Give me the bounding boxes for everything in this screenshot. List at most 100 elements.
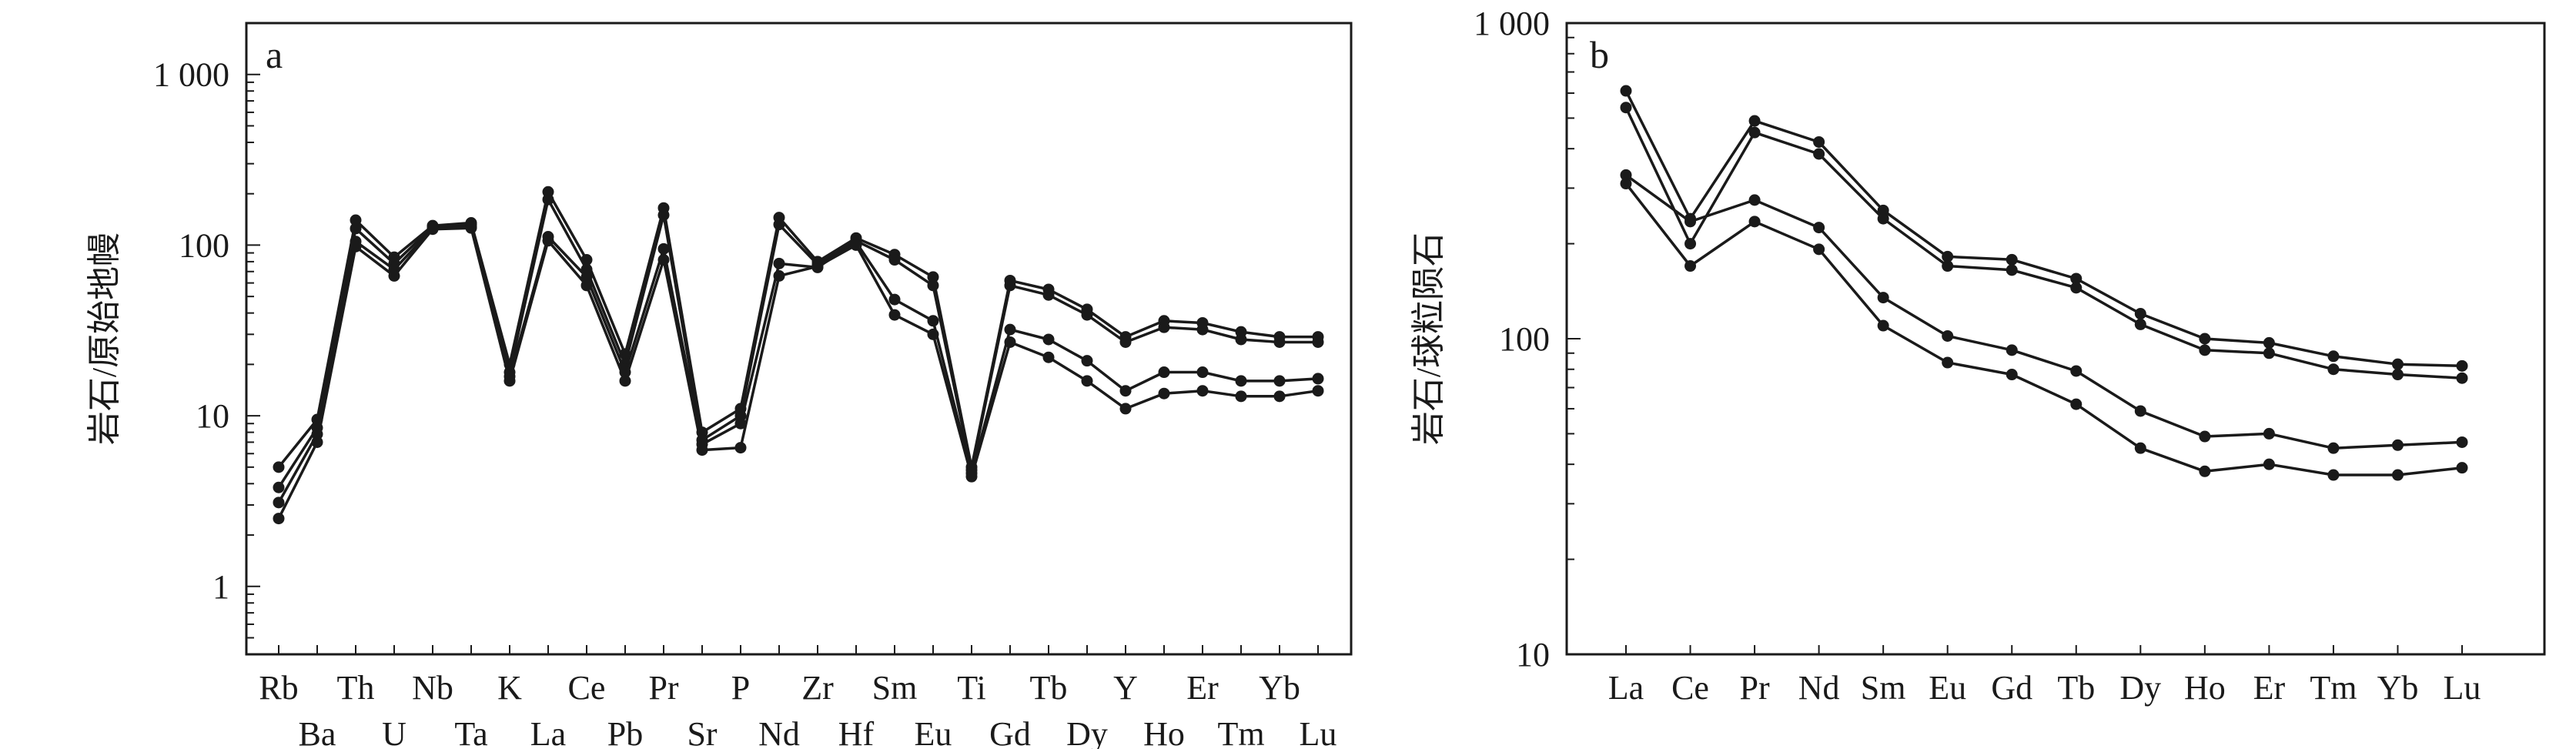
data-point-a-2 — [542, 193, 554, 206]
data-point-a-4 — [1196, 385, 1209, 397]
data-point-a-2 — [1004, 279, 1016, 292]
y-ticks-a: 1 10 100 1 000 — [153, 22, 260, 655]
x-tick-label-a: Pr — [648, 669, 678, 707]
data-point-a-2 — [657, 209, 670, 221]
data-point-a-3 — [888, 293, 901, 306]
data-point-b-4 — [1813, 243, 1825, 256]
panel-label-b: b — [1590, 33, 1609, 76]
data-point-b-3 — [1684, 216, 1697, 228]
data-point-a-2 — [1081, 309, 1093, 321]
data-point-b-1 — [2391, 358, 2404, 370]
panel-b: b 岩石/球粒陨石 10 100 1 000 La Ce Pr Nd Sm Eu Gd Tb Dy H… — [1410, 5, 2546, 707]
data-point-a-4 — [465, 222, 477, 234]
x-tick-label-b: Tb — [2057, 669, 2095, 707]
data-point-a-2 — [1235, 333, 1247, 346]
data-point-b-3 — [2199, 430, 2211, 443]
data-point-a-4 — [580, 279, 593, 292]
data-point-b-2 — [2070, 282, 2083, 294]
data-point-b-3 — [1877, 292, 1889, 304]
data-point-b-4 — [2070, 398, 2083, 410]
data-point-a-4 — [542, 235, 554, 247]
data-point-a-2 — [1158, 321, 1170, 333]
data-point-a-1 — [273, 461, 285, 473]
x-tick-label-a: Yb — [1259, 669, 1300, 707]
x-tick-label-b: Tm — [2310, 669, 2357, 707]
data-point-a-3 — [734, 417, 747, 430]
data-point-b-3 — [1813, 222, 1825, 234]
data-point-b-3 — [2134, 405, 2146, 417]
data-point-b-1 — [2006, 253, 2018, 266]
data-point-a-2 — [1119, 336, 1132, 348]
y-tick-label-b: 10 — [1516, 636, 1550, 674]
data-point-a-4 — [350, 240, 362, 252]
data-point-b-3 — [2456, 436, 2468, 448]
data-point-a-2 — [1273, 336, 1286, 348]
x-tick-label-a: Tm — [1217, 715, 1264, 749]
data-point-b-2 — [1620, 102, 1632, 114]
data-point-b-2 — [2006, 264, 2018, 276]
y-tick-label-b: 1 000 — [1474, 5, 1550, 42]
data-point-b-4 — [2134, 442, 2146, 454]
x-tick-label-b: La — [1608, 669, 1644, 707]
data-point-a-3 — [1119, 385, 1132, 397]
data-point-b-2 — [1748, 126, 1761, 139]
x-tick-label-a: Lu — [1300, 715, 1337, 749]
data-point-b-2 — [1684, 238, 1697, 250]
series-line-a-4 — [277, 226, 1319, 520]
x-labels-b: La Ce Pr Nd Sm Eu Gd Tb Dy Ho Er Tm Yb Lu — [1608, 645, 2481, 707]
data-point-b-4 — [1877, 319, 1889, 332]
data-point-b-4 — [1748, 216, 1761, 228]
x-tick-label-a: Ho — [1143, 715, 1185, 749]
data-point-a-3 — [927, 315, 939, 327]
x-tick-label-b: Er — [2253, 669, 2286, 707]
data-point-a-2 — [273, 481, 285, 493]
plot-frame-b — [1565, 22, 2546, 656]
data-point-b-2 — [2456, 372, 2468, 384]
y-axis-label-a: 岩石/原始地幔 — [85, 232, 123, 445]
y-tick-label-a: 1 000 — [153, 56, 229, 94]
x-tick-label-b: Lu — [2444, 669, 2481, 707]
data-point-a-3 — [1158, 366, 1170, 379]
data-point-a-4 — [965, 470, 978, 483]
y-tick-label-a: 10 — [196, 397, 229, 435]
data-point-b-2 — [1813, 148, 1825, 160]
data-point-a-3 — [773, 257, 785, 269]
x-tick-label-a: P — [731, 669, 750, 707]
data-point-a-3 — [1004, 323, 1016, 336]
data-point-a-4 — [888, 309, 901, 321]
data-point-b-2 — [2327, 363, 2340, 376]
data-point-b-4 — [1942, 356, 1954, 369]
data-point-a-3 — [657, 242, 670, 255]
x-tick-label-a: Zr — [801, 669, 834, 707]
x-tick-label-b: Ce — [1671, 669, 1709, 707]
x-tick-label-b: Eu — [1929, 669, 1966, 707]
data-point-a-4 — [311, 436, 323, 448]
y-tick-label-a: 1 — [212, 568, 229, 606]
x-tick-label-a: Ce — [568, 669, 606, 707]
data-point-b-1 — [1748, 115, 1761, 127]
data-point-a-4 — [619, 375, 631, 387]
data-point-a-4 — [927, 328, 939, 340]
series-line-b-1 — [1624, 90, 2463, 368]
data-point-a-4 — [1081, 375, 1093, 387]
data-point-a-2 — [1312, 336, 1324, 348]
x-tick-label-a: Dy — [1066, 715, 1108, 749]
data-point-b-4 — [2006, 369, 2018, 381]
data-point-a-3 — [273, 497, 285, 509]
series-line-b-4 — [1624, 182, 2463, 476]
data-point-a-4 — [734, 442, 747, 454]
data-point-b-4 — [2199, 465, 2211, 477]
data-point-b-2 — [1877, 212, 1889, 225]
data-point-a-4 — [773, 269, 785, 282]
data-point-a-3 — [1312, 373, 1324, 385]
data-point-b-1 — [2070, 273, 2083, 285]
data-point-b-3 — [1942, 329, 1954, 342]
x-tick-label-b: Ho — [2184, 669, 2226, 707]
x-tick-label-a: Ti — [957, 669, 986, 707]
series-line-a-2 — [277, 198, 1318, 489]
data-point-a-4 — [1119, 403, 1132, 415]
data-point-a-2 — [888, 254, 901, 266]
x-tick-label-a: Hf — [838, 715, 875, 749]
data-point-b-1 — [1620, 85, 1632, 97]
y-ticks-b: 10 100 1 000 — [1474, 5, 1581, 674]
